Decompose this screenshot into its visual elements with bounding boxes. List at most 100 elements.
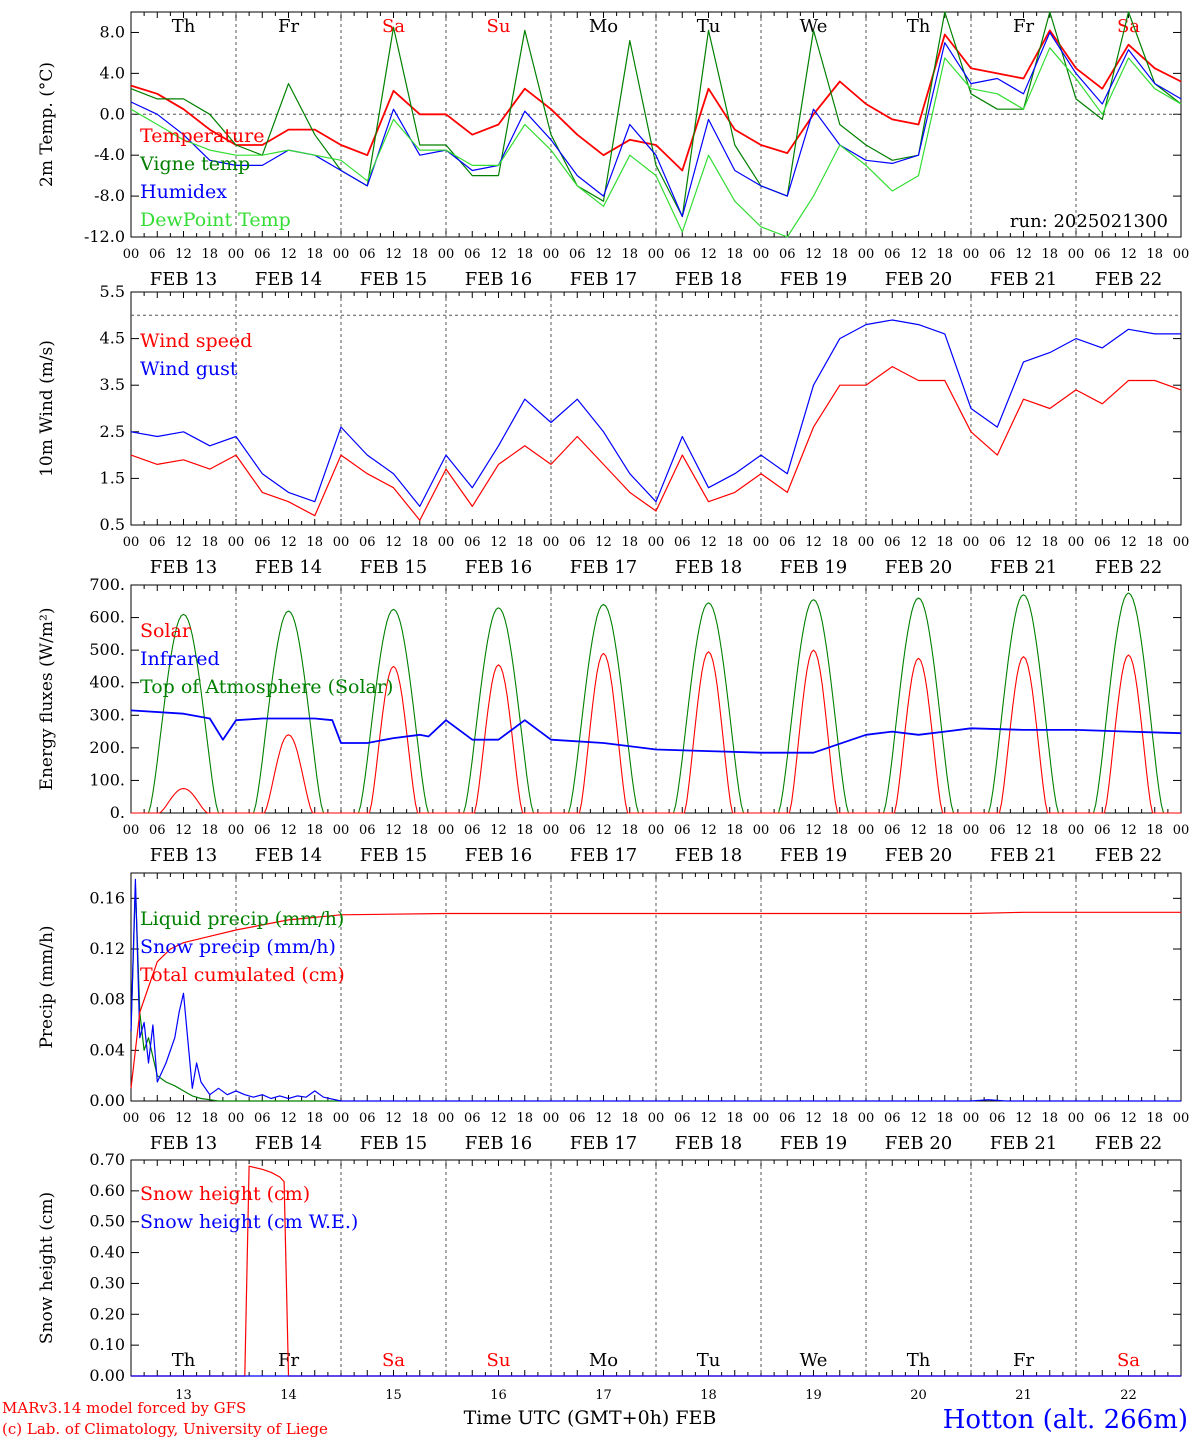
- temp-weekday-label: Tu: [697, 16, 721, 37]
- wind-hour-label: 00: [123, 535, 140, 550]
- precip-hour-label: 18: [201, 1111, 218, 1126]
- wind-hour-label: 12: [595, 535, 612, 550]
- snow-day-number: 17: [595, 1388, 612, 1403]
- precip-ytick-label: 0.12: [89, 939, 125, 958]
- precip-hour-label: 18: [831, 1111, 848, 1126]
- temp-hour-label: 00: [228, 247, 245, 262]
- energy-toa-line: [1076, 592, 1181, 814]
- wind-date-label: FEB 16: [465, 557, 532, 578]
- temp-legend-1: Vigne temp: [139, 153, 250, 175]
- temp-hour-label: 00: [753, 247, 770, 262]
- wind-date-label: FEB 15: [360, 557, 427, 578]
- wind-date-label: FEB 17: [570, 557, 637, 578]
- energy-hour-label: 18: [1041, 823, 1058, 838]
- temp-ytick-label: -12.0: [84, 227, 125, 246]
- precip-hour-label: 18: [1041, 1111, 1058, 1126]
- temp-hour-label: 18: [411, 247, 428, 262]
- precip-hour-label: 06: [779, 1111, 796, 1126]
- energy-date-label: FEB 13: [150, 845, 217, 866]
- temp-weekday-label: Su: [487, 16, 511, 37]
- snow-weekday-label: Su: [487, 1350, 511, 1371]
- energy-toa-line: [446, 607, 551, 814]
- run-label: run: 2025021300: [1010, 211, 1168, 232]
- energy-ytick-label: 500.: [89, 640, 125, 659]
- energy-hour-label: 12: [490, 823, 507, 838]
- temp-weekday-label: Sa: [382, 16, 405, 37]
- energy-toa-line: [551, 603, 656, 814]
- precip-hour-label: 18: [516, 1111, 533, 1126]
- wind-ytick-label: 3.5: [100, 375, 125, 394]
- precip-date-label: FEB 17: [570, 1133, 637, 1154]
- wind-hour-label: 18: [411, 535, 428, 550]
- precip-hour-label: 18: [726, 1111, 743, 1126]
- precip-series-line-1: [130, 878, 1181, 1102]
- wind-hour-label: 00: [438, 535, 455, 550]
- temp-hour-label: 06: [674, 247, 691, 262]
- energy-solar-line: [656, 651, 761, 814]
- snow-day-number: 20: [910, 1388, 927, 1403]
- wind-hour-label: 00: [333, 535, 350, 550]
- snow-ytick-label: 0.00: [89, 1366, 125, 1385]
- wind-hour-label: 18: [201, 535, 218, 550]
- temp-weekday-label: Mo: [589, 16, 618, 37]
- x-axis-title: Time UTC (GMT+0h) FEB: [464, 1407, 717, 1429]
- temp-date-label: FEB 17: [570, 269, 637, 290]
- precip-hour-label: 12: [1015, 1111, 1032, 1126]
- energy-solar-line: [971, 656, 1076, 814]
- energy-hour-label: 06: [779, 823, 796, 838]
- precip-hour-label: 12: [595, 1111, 612, 1126]
- temp-hour-label: 00: [123, 247, 140, 262]
- precip-hour-label: 18: [936, 1111, 953, 1126]
- temp-hour-label: 12: [1015, 247, 1032, 262]
- temp-hour-label: 00: [1068, 247, 1085, 262]
- energy-solar-line: [236, 734, 341, 814]
- precip-hour-label: 06: [569, 1111, 586, 1126]
- temp-hour-label: 06: [569, 247, 586, 262]
- wind-date-label: FEB 14: [255, 557, 322, 578]
- temp-legend-3: DewPoint Temp: [140, 209, 291, 231]
- energy-solar-line: [341, 665, 446, 814]
- wind-hour-label: 12: [700, 535, 717, 550]
- energy-toa-line: [866, 597, 971, 814]
- temp-hour-label: 12: [910, 247, 927, 262]
- energy-ylabel: Energy fluxes (W/m²): [37, 608, 57, 791]
- precip-hour-label: 06: [359, 1111, 376, 1126]
- wind-hour-label: 00: [228, 535, 245, 550]
- energy-toa-line: [236, 610, 341, 814]
- wind-legend-0: Wind speed: [140, 330, 252, 352]
- wind-date-label: FEB 21: [990, 557, 1057, 578]
- energy-solar-line: [131, 788, 236, 814]
- energy-hour-label: 00: [648, 823, 665, 838]
- energy-hour-label: 00: [753, 823, 770, 838]
- temp-series-line-3: [130, 47, 1182, 238]
- wind-hour-label: 18: [621, 535, 638, 550]
- temp-hour-label: 00: [438, 247, 455, 262]
- precip-hour-label: 12: [280, 1111, 297, 1126]
- wind-hour-label: 18: [831, 535, 848, 550]
- precip-hour-label: 06: [989, 1111, 1006, 1126]
- snow-ytick-label: 0.70: [89, 1150, 125, 1169]
- temp-hour-label: 12: [700, 247, 717, 262]
- temp-hour-label: 06: [359, 247, 376, 262]
- temp-hour-label: 18: [516, 247, 533, 262]
- precip-series-line-2: [130, 911, 1181, 1089]
- energy-hour-label: 18: [516, 823, 533, 838]
- temp-hour-label: 06: [779, 247, 796, 262]
- energy-toa-line: [656, 602, 761, 814]
- energy-hour-label: 06: [254, 823, 271, 838]
- snow-ytick-label: 0.10: [89, 1335, 125, 1354]
- snow-day-number: 18: [700, 1388, 717, 1403]
- wind-hour-label: 12: [1120, 535, 1137, 550]
- snow-day-number: 14: [280, 1388, 297, 1403]
- temp-ytick-label: 4.0: [100, 63, 125, 82]
- temp-hour-label: 12: [595, 247, 612, 262]
- wind-hour-label: 18: [1041, 535, 1058, 550]
- temp-hour-label: 06: [1094, 247, 1111, 262]
- wind-hour-label: 12: [1015, 535, 1032, 550]
- snow-ytick-label: 0.60: [89, 1181, 125, 1200]
- energy-hour-label: 00: [1173, 823, 1190, 838]
- snow-ytick-label: 0.20: [89, 1304, 125, 1323]
- precip-hour-label: 18: [306, 1111, 323, 1126]
- temp-hour-label: 12: [490, 247, 507, 262]
- temp-date-label: FEB 16: [465, 269, 532, 290]
